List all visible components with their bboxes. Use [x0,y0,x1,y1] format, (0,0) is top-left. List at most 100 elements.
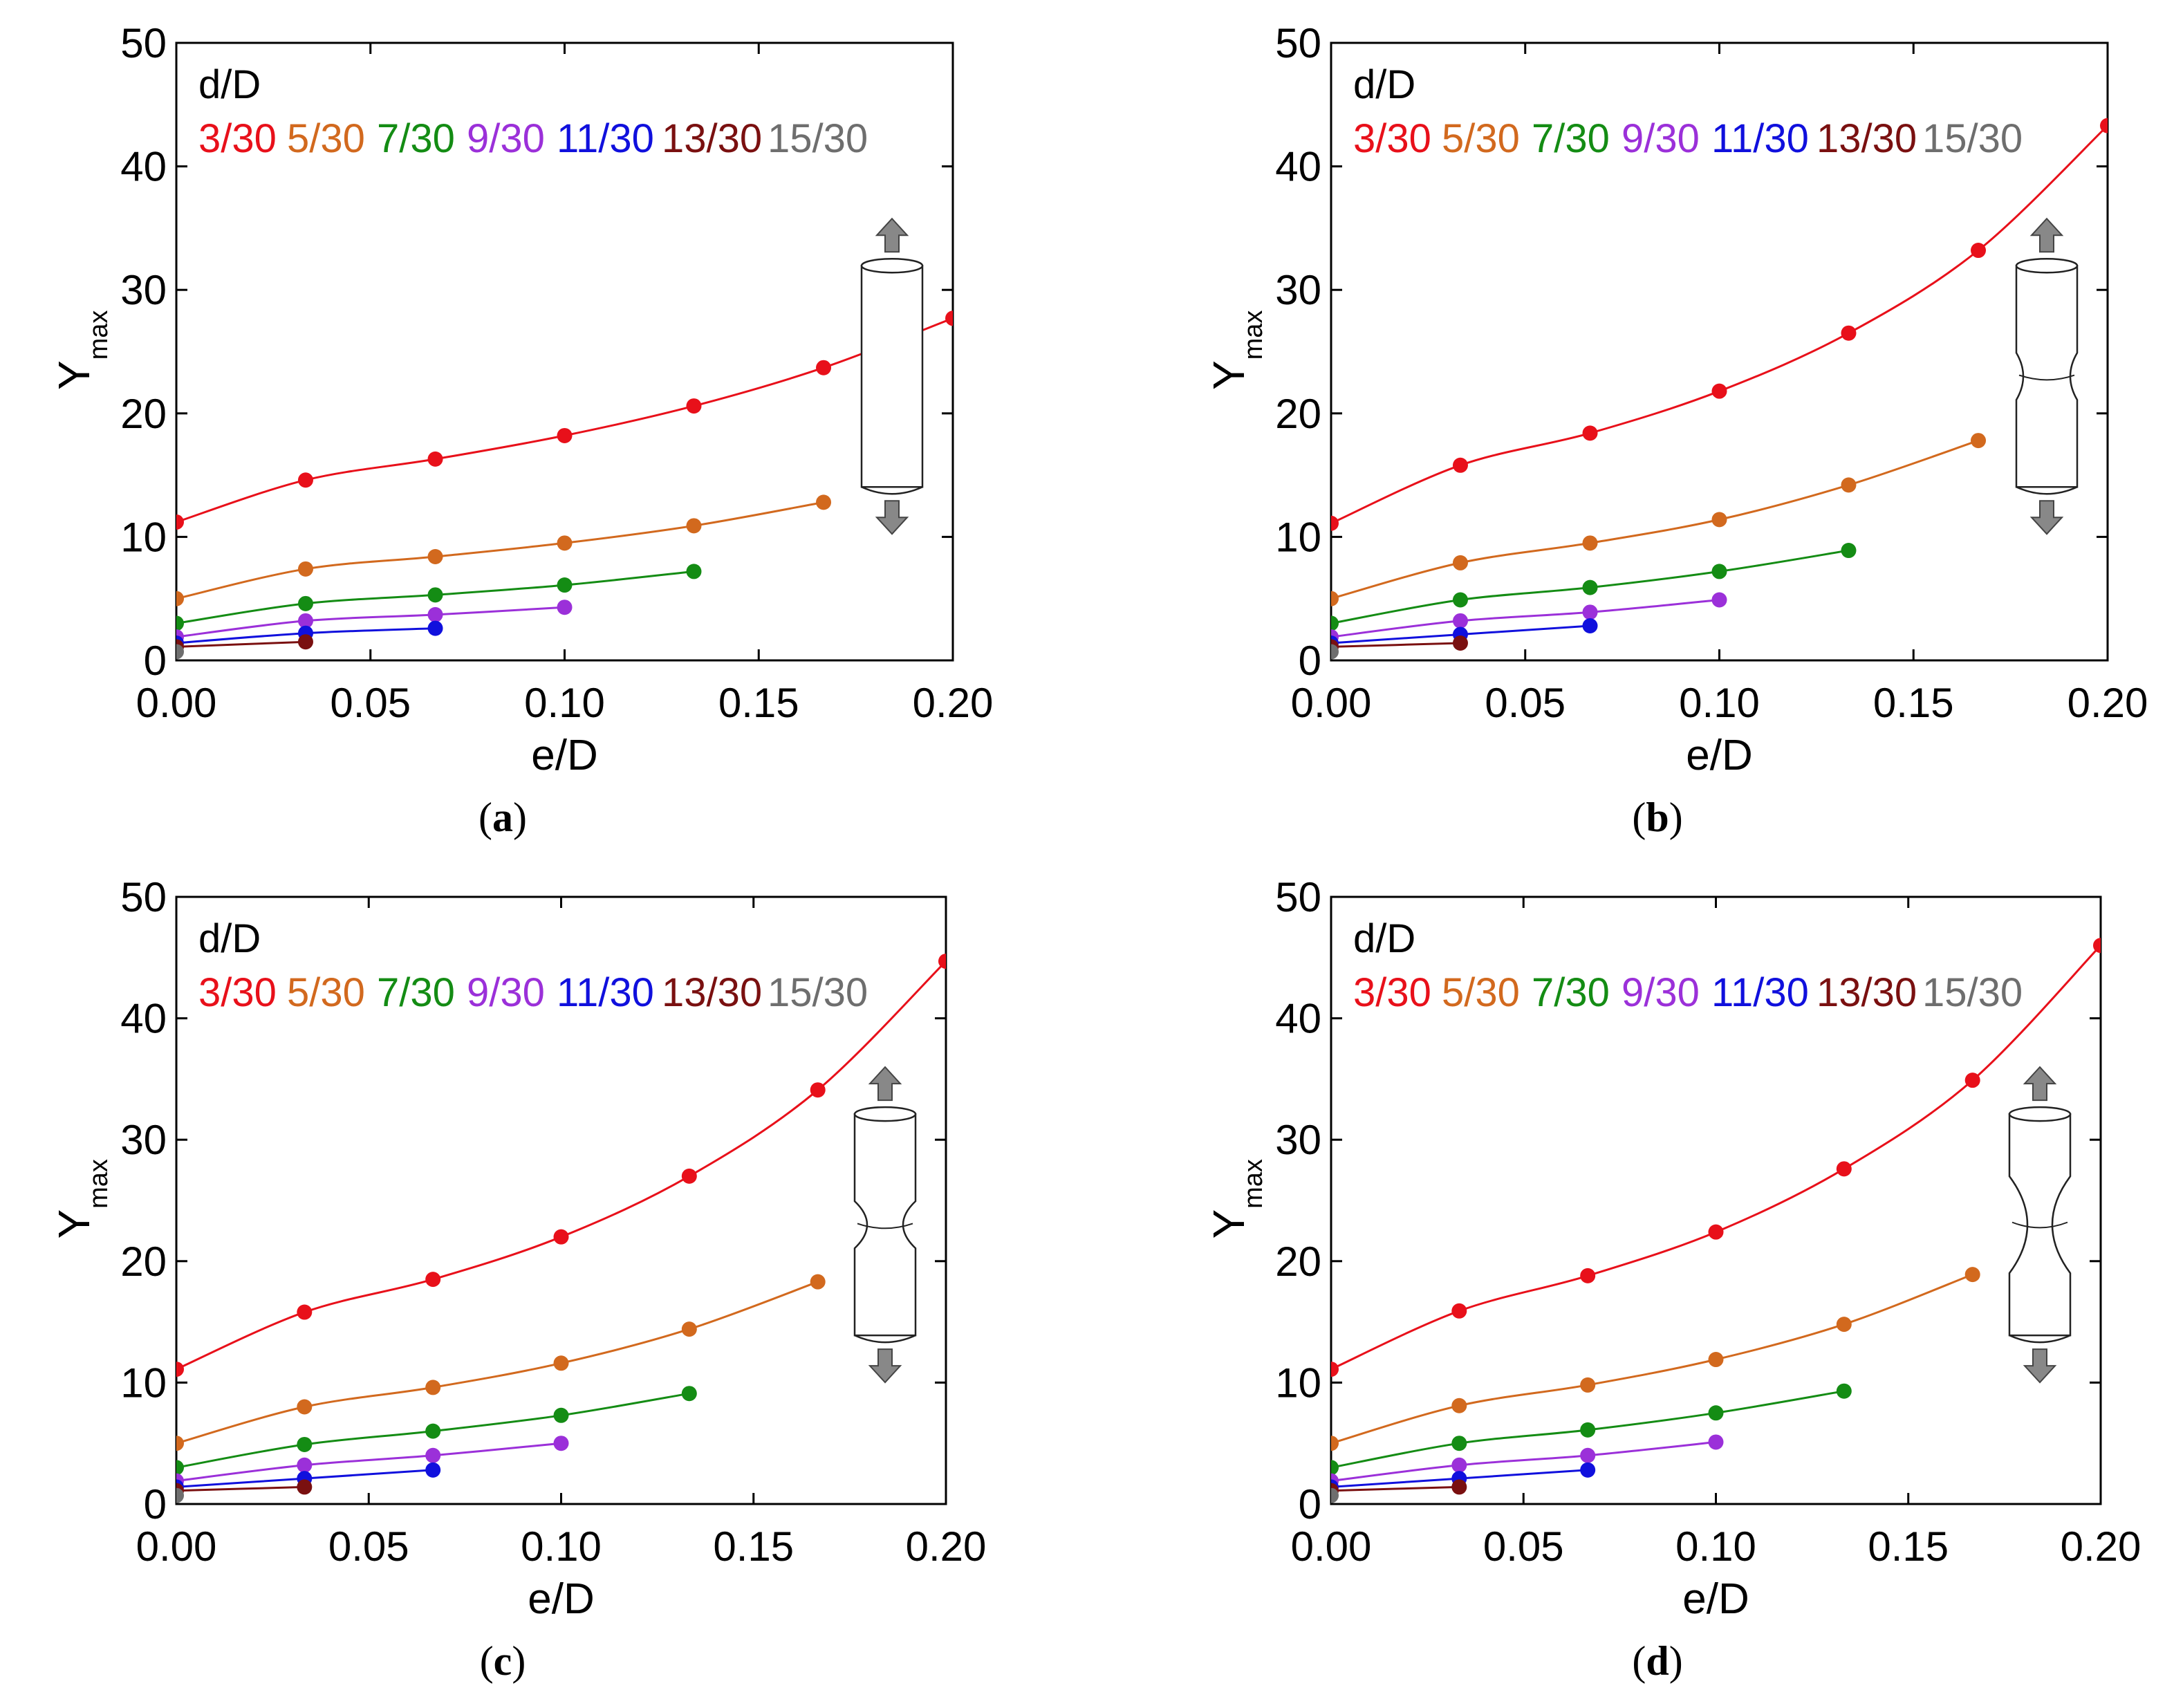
series-3-30-point [427,451,443,467]
x-tick-label: 0.00 [136,1523,217,1570]
legend-entry-13-30: 13/30 [662,116,762,161]
series-3-30-point [938,954,946,969]
y-tick-label: 10 [1275,1359,1321,1406]
series-3-30-point [945,310,953,326]
series-5-30-point [1452,555,1468,570]
y-tick-label: 10 [1275,514,1321,560]
x-tick-label: 0.15 [718,680,799,726]
pull-down-arrow-icon [868,1348,902,1384]
x-tick-label: 0.20 [913,680,994,726]
series-3-30-line [1331,124,2108,525]
series-3-30-point [1971,243,1987,259]
caption-close-paren: ) [1669,1638,1683,1684]
series-5-30-point [176,591,184,606]
caption-open-paren: ( [1632,1638,1646,1684]
y-tick-label: 50 [120,874,167,920]
series-3-30-point [1452,457,1468,473]
series-7-30-point [681,1386,697,1402]
y-tick-label: 0 [144,1481,167,1528]
series-9-30-point [427,606,443,622]
y-tick-label: 10 [120,514,167,560]
legend-entry-9-30: 9/30 [1622,116,1700,161]
legend-entry-11-30: 11/30 [1711,116,1809,161]
caption-open-paren: ( [1632,795,1646,840]
series-15-30-point [176,1487,184,1503]
caption-open-paren: ( [480,1638,494,1684]
caption-letter: d [1646,1638,1669,1684]
series-5-30-point [681,1321,697,1337]
y-tick-label: 0 [1299,638,1321,684]
panel-caption: (a) [478,795,527,840]
series-layer [176,310,953,660]
series-5-30-point [1451,1398,1467,1413]
series-3-30-point [1708,1224,1724,1240]
y-axis-title-subscript: max [84,1159,113,1209]
x-tick-label: 0.00 [136,680,217,726]
series-13-30-point [297,1479,313,1495]
pull-up-arrow-icon [2023,1066,2057,1102]
series-5-30-line [1331,439,1979,600]
series-3-30-point [1964,1073,1980,1088]
y-tick-label: 40 [120,144,167,190]
legend-entry-5-30: 5/30 [1442,116,1520,161]
series-7-30-point [297,595,313,611]
series-9-30-point [557,600,573,615]
specimen-bottom-face [861,486,923,495]
x-axis-title: e/D [1686,732,1752,779]
series-5-30-point [176,1436,184,1451]
series-3-30-point [1451,1303,1467,1319]
legend-entry-13-30: 13/30 [1816,970,1917,1015]
series-7-30-point [1580,1422,1596,1438]
series-3-30-line [176,317,953,523]
x-tick-label: 0.05 [328,1523,409,1570]
legend-entry-13-30: 13/30 [1816,116,1917,161]
series-9-30-point [1580,1447,1596,1463]
y-tick-label: 0 [1299,1481,1321,1528]
legend-entry-3-30: 3/30 [1353,116,1431,161]
legend-entry-7-30: 7/30 [1532,116,1610,161]
series-7-30-point [176,615,184,631]
series-5-30-point [427,548,443,564]
series-3-30-point [2093,938,2101,954]
series-5-30-point [1841,477,1857,493]
series-5-30-point [425,1380,441,1395]
caption-open-paren: ( [478,795,492,840]
x-tick-label: 0.05 [1483,1523,1564,1570]
specimen-body [860,264,924,488]
caption-close-paren: ) [1669,795,1683,840]
specimen-bottom-face [854,1334,916,1344]
legend-entry-5-30: 5/30 [287,116,365,161]
series-9-30-line [1331,599,1720,638]
series-layer [176,954,946,1503]
y-tick-label: 40 [1275,996,1321,1042]
y-tick-label: 20 [1275,391,1321,437]
series-13-30-line [1331,1485,1460,1492]
x-tick-label: 0.20 [906,1523,987,1570]
series-5-30-point [557,535,573,551]
y-axis-title-main: Y [49,1209,99,1239]
series-13-30-point [1452,635,1468,651]
series-7-30-point [1451,1436,1467,1451]
specimen-notch-line [2018,374,2075,381]
series-11-30-point [427,620,443,636]
series-5-30-point [1331,1436,1339,1451]
x-tick-label: 0.20 [2068,680,2148,726]
series-13-30-point [297,634,313,650]
specimen-notch-line [2011,1221,2068,1229]
legend-entry-9-30: 9/30 [467,116,545,161]
y-tick-label: 50 [1275,874,1321,920]
series-3-30-point [681,1168,697,1184]
series-3-30-point [816,360,832,375]
series-7-30-point [1841,543,1857,559]
caption-letter: a [492,795,513,840]
legend-entry-15-30: 15/30 [768,116,868,161]
series-7-30-point [1711,564,1727,579]
y-axis-title-main: Y [49,360,99,390]
panel-caption: (b) [1632,795,1682,840]
series-7-30-point [1708,1405,1724,1421]
series-3-30-point [297,472,313,488]
